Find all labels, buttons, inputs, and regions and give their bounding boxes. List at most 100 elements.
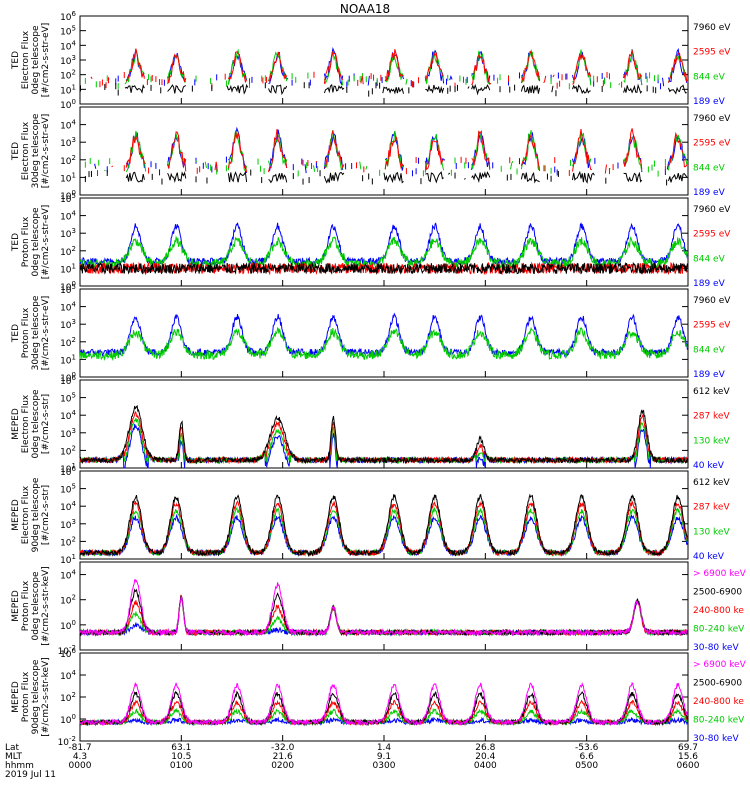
y-axis-label-line: Proton Flux — [21, 307, 31, 358]
y-tick-label: 102 — [60, 154, 76, 167]
y-axis-label: MEPEDProton Flux0deg telescope[#/cm2-s-s… — [11, 566, 51, 645]
series-line — [552, 74, 555, 78]
series-mark — [210, 164, 212, 171]
series-mark — [464, 162, 466, 169]
series-line — [510, 160, 514, 170]
series-mark — [610, 82, 612, 89]
series-line — [520, 134, 541, 172]
y-axis-label-line: Proton Flux — [21, 580, 31, 631]
series-mark — [109, 158, 111, 165]
series-mark — [492, 162, 494, 169]
series-mark — [301, 158, 303, 165]
series-mark — [649, 72, 651, 79]
series-mark — [308, 82, 310, 89]
series-mark — [88, 171, 90, 178]
series-line — [90, 76, 93, 80]
series-mark — [101, 79, 103, 86]
series-mark — [655, 87, 657, 94]
y-axis-label-line: 0deg telescope — [31, 25, 41, 95]
series-line — [384, 136, 404, 170]
y-tick-label: 100 — [60, 713, 76, 726]
y-tick-label: 101 — [60, 553, 76, 566]
series-mark — [666, 179, 668, 186]
y-tick-label: 102 — [60, 691, 76, 704]
series-line — [425, 84, 445, 94]
series-mark — [363, 166, 365, 173]
series-line — [124, 83, 145, 94]
series-mark — [456, 84, 458, 91]
legend-entry: 30-80 keV — [693, 643, 739, 653]
series-mark — [651, 164, 653, 171]
legend-entry: 189 eV — [693, 188, 726, 198]
series-line — [623, 83, 643, 94]
y-axis-label-line: [#/cm2-s-str-keV] — [41, 657, 51, 736]
series-line — [204, 161, 207, 168]
series-mark — [420, 178, 422, 185]
legend-entry: 189 eV — [693, 370, 726, 380]
series-mark — [351, 162, 353, 169]
series-mark — [550, 74, 552, 81]
series-mark — [225, 156, 227, 163]
series-mark — [104, 84, 106, 91]
y-axis-label-line: 90deg telescope — [31, 659, 41, 734]
series-mark — [365, 76, 367, 83]
series-mark — [516, 168, 518, 175]
series-line — [167, 52, 187, 84]
y-axis-label-line: TED — [11, 142, 21, 161]
series-mark — [106, 169, 108, 176]
series-mark — [211, 85, 213, 92]
series-line — [79, 326, 688, 362]
y-tick-label: 105 — [60, 483, 76, 496]
series-mark — [159, 79, 161, 86]
series-line — [125, 130, 147, 173]
y-tick-label: 104 — [60, 500, 76, 513]
series-mark — [454, 82, 456, 89]
series-mark — [602, 80, 604, 87]
series-mark — [664, 168, 666, 175]
series-mark — [259, 165, 261, 172]
series-mark — [211, 166, 213, 173]
series-mark — [311, 162, 313, 169]
series-mark — [466, 76, 468, 83]
series-line — [384, 49, 404, 82]
series-line — [79, 235, 688, 271]
series-mark — [570, 159, 572, 166]
series-mark — [155, 162, 157, 169]
series-mark — [155, 76, 157, 83]
series-line — [313, 165, 316, 172]
series-line — [323, 83, 345, 94]
series-line — [360, 75, 364, 85]
series-line — [551, 85, 554, 93]
series-line — [520, 171, 540, 184]
series-mark — [195, 176, 197, 183]
y-axis-label-line: MEPED — [11, 590, 21, 622]
series-line — [268, 129, 288, 173]
y-axis-label: TEDProton Flux30deg telescope[#/cm2-s-st… — [11, 295, 51, 370]
series-mark — [206, 177, 208, 184]
time-tick-label: 0300 — [373, 761, 396, 771]
series-mark — [151, 74, 153, 81]
series-mark — [95, 81, 97, 88]
legend-entry: 844 eV — [693, 163, 726, 173]
series-mark — [381, 77, 383, 84]
series-mark — [594, 157, 596, 164]
series-mark — [405, 168, 407, 175]
legend-entry: 7960 eV — [693, 114, 731, 124]
y-axis-label-line: [#/cm2-s-str] — [41, 394, 51, 454]
legend-entry: 287 keV — [693, 503, 730, 513]
series-mark — [150, 161, 152, 168]
y-tick-label: 102 — [60, 535, 76, 548]
series-mark — [376, 78, 378, 85]
series-mark — [554, 157, 556, 164]
series-mark — [450, 169, 452, 176]
series-line — [382, 86, 404, 95]
series-line — [226, 83, 249, 95]
series-mark — [195, 75, 197, 82]
legend-entry: 612 keV — [693, 387, 730, 397]
series-mark — [554, 166, 556, 173]
y-axis-label-line: [#/cm2-s-str-eV] — [41, 296, 51, 371]
y-axis-label-line: [#/cm2-s-str] — [41, 485, 51, 545]
mlt-tick-label: 20.4 — [475, 752, 495, 762]
series-mark — [415, 157, 417, 164]
